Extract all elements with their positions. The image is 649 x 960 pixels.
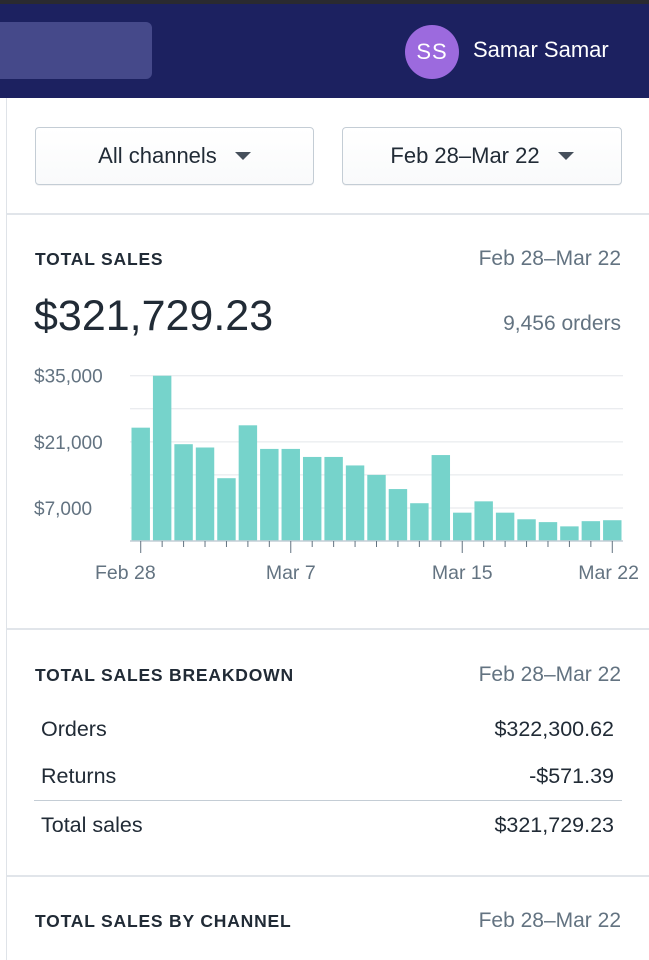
chart-bar: [388, 489, 408, 541]
user-name[interactable]: Samar Samar: [473, 37, 609, 62]
chart-bar: [474, 501, 493, 541]
chart-bar: [410, 503, 429, 541]
by-channel-title: TOTAL SALES BY CHANNEL: [35, 911, 292, 931]
x-tick-label: Feb 28: [95, 562, 156, 584]
breakdown-returns-label: Returns: [41, 764, 117, 788]
y-tick-label: $35,000: [34, 367, 103, 388]
search-box[interactable]: [0, 22, 152, 79]
chart-bar: [345, 465, 365, 541]
chart-bar: [517, 519, 536, 541]
chart-bar: [238, 425, 258, 541]
total-sales-date-range: Feb 28–Mar 22: [478, 247, 621, 270]
section-divider: [7, 875, 649, 877]
y-tick-label: $7,000: [34, 499, 92, 520]
chart-bar: [131, 427, 150, 541]
total-sales-title: TOTAL SALES: [35, 249, 164, 269]
caret-down-icon: [557, 152, 574, 160]
x-tick-label: Mar 22: [578, 562, 639, 584]
chart-bar: [538, 522, 558, 541]
left-border: [6, 98, 7, 960]
breakdown-total-rule: [34, 800, 622, 801]
chart-bar: [495, 512, 515, 541]
chart-bar: [260, 448, 279, 541]
sales-bar-chart: $7,000 $21,000 $35,000 Feb 28 Mar 7 Mar 15 Mar…: [34, 367, 639, 584]
breakdown-orders-label: Orders: [41, 717, 107, 741]
chart-bar: [603, 520, 622, 541]
avatar[interactable]: SS: [405, 25, 459, 79]
section-divider: [7, 213, 649, 215]
top-bar: SS Samar Samar: [0, 0, 649, 98]
breakdown-orders-value: $322,300.62: [494, 717, 614, 741]
chart-bar: [324, 456, 343, 541]
section-divider: [7, 628, 649, 630]
chart-bar: [174, 444, 193, 541]
chart-bar: [431, 455, 451, 541]
by-channel-date-range: Feb 28–Mar 22: [478, 909, 621, 932]
chart-bar: [152, 375, 172, 541]
x-tick-label: Mar 15: [432, 562, 493, 584]
breakdown-title: TOTAL SALES BREAKDOWN: [35, 665, 294, 685]
breakdown-total-label: Total sales: [41, 813, 143, 837]
x-tick-label: Mar 7: [266, 562, 316, 584]
breakdown-returns-value: -$571.39: [529, 764, 614, 788]
total-sales-amount: $321,729.23: [34, 292, 274, 340]
chart-bar: [217, 478, 236, 541]
orders-count: 9,456 orders: [503, 312, 621, 335]
channel-filter-label: All channels: [98, 143, 217, 168]
date-range-label: Feb 28–Mar 22: [390, 143, 540, 168]
breakdown-total-value: $321,729.23: [494, 813, 614, 837]
avatar-initials: SS: [416, 39, 448, 64]
y-tick-label: $21,000: [34, 433, 103, 454]
chart-bar: [302, 456, 322, 541]
chart-bar: [281, 448, 300, 541]
chart-bar: [581, 521, 601, 541]
chart-bar: [195, 447, 215, 541]
chart-bar: [367, 474, 386, 541]
chart-bar: [453, 512, 472, 541]
chart-bar: [560, 526, 579, 541]
date-range-button[interactable]: Feb 28–Mar 22: [342, 127, 622, 185]
channel-filter-button[interactable]: All channels: [35, 127, 314, 185]
caret-down-icon: [234, 152, 251, 160]
breakdown-date-range: Feb 28–Mar 22: [478, 663, 621, 686]
top-bar-edge: [0, 0, 649, 4]
